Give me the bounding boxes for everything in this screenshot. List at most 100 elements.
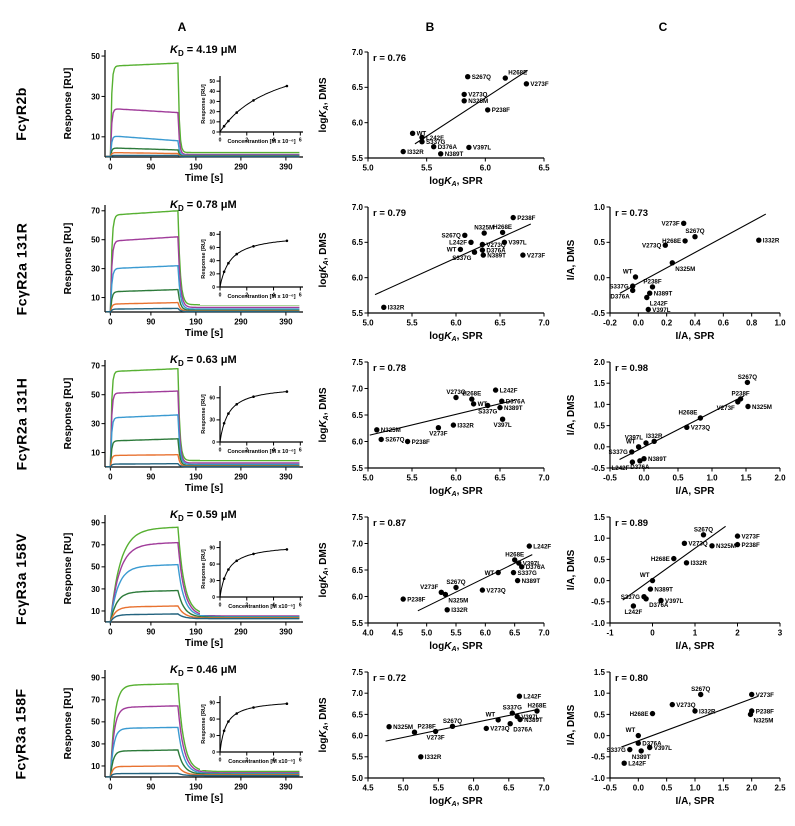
data-point-N389T [438, 151, 444, 157]
point-label: D376A [610, 293, 630, 300]
sensorgram-chart: 0 90 190 290 390 10 30 50 70 90 Time [s] Response [… [58, 664, 310, 819]
data-point-N389T [517, 716, 523, 723]
x-tick-label: 0.0 [638, 474, 650, 483]
y-tick-label: 30 [209, 418, 215, 424]
binding-curve-point [222, 270, 226, 274]
x-tick-label: 2 [245, 448, 248, 454]
point-label: WT [626, 727, 636, 734]
x-tick-label: 5.5 [406, 474, 418, 483]
y-axis-title: Response [RU] [201, 84, 207, 124]
data-point-V273F [735, 399, 741, 405]
y-tick-label: 0 [212, 595, 215, 601]
x-tick-label: 0.0 [633, 784, 645, 793]
sensorgram-series-1 [105, 368, 300, 468]
row-label: FcγR3a 158F [2, 664, 40, 804]
panel-a-sensorgram: 0 90 190 290 390 10 30 50 Time [s] Response [RU] … [58, 44, 310, 199]
y-axis-title: I/A, DMS [566, 704, 577, 745]
point-label: V273Q [642, 243, 661, 250]
binding-curve-inset: 0 2 4 6 0 20 40 60 80 Concentrantion [M x 10⁻⁶] Re… [200, 227, 308, 305]
binding-curve-point [227, 412, 230, 415]
sensorgram-series-1 [105, 62, 300, 158]
point-label: V273F [742, 533, 760, 540]
point-label: S337G [621, 594, 640, 601]
point-label: S267Q [446, 579, 465, 586]
point-label: V273F [426, 734, 444, 741]
point-label: V273Q [691, 425, 710, 432]
data-point-S267Q [465, 74, 471, 80]
x-tick-label: -0.5 [603, 784, 617, 793]
point-label: P238F [643, 278, 661, 285]
data-point-V273Q [453, 394, 459, 401]
data-point-I332R [651, 438, 657, 444]
binding-curve-point [285, 84, 289, 88]
point-label: N389T [487, 252, 506, 259]
point-label: S267Q [685, 228, 704, 235]
correlation-label: r = 0.73 [615, 208, 648, 219]
x-tick-label: 0.0 [633, 319, 645, 328]
binding-curve-point [227, 119, 230, 123]
y-tick-label: 0 [212, 750, 215, 756]
panel-header-b: B [425, 20, 435, 34]
panel-a-sensorgram: 0 90 190 290 390 10 30 50 70 90 Time [s] Response [… [58, 664, 310, 819]
point-label: S267Q [472, 74, 491, 81]
y-axis-title: Response [RU] [201, 704, 207, 744]
y-tick-label: 90 [209, 700, 215, 706]
x-axis-title: logKA, SPR [429, 176, 483, 188]
x-tick-label: 1.0 [689, 784, 701, 793]
data-point-WT [495, 569, 501, 576]
receptor-name: FcγR2a 131H [13, 377, 30, 471]
data-point-I332R [418, 754, 424, 760]
y-axis-title: Response [RU] [63, 688, 74, 760]
point-label: S267Q [691, 686, 710, 693]
y-tick-label: 10 [91, 607, 100, 616]
point-label: H268E [493, 224, 512, 231]
data-point-H268E [534, 708, 540, 714]
point-label: V273F [756, 692, 774, 699]
x-tick-label: 1.0 [774, 319, 786, 328]
y-axis-title: I/A, DMS [566, 239, 577, 280]
fit-line [417, 554, 533, 612]
data-point-P238F [510, 214, 516, 221]
fit-line [621, 696, 758, 748]
point-label: I332R [763, 238, 780, 245]
y-tick-label: 1.5 [594, 668, 606, 677]
point-label: N389T [654, 291, 673, 298]
y-tick-label: 30 [91, 420, 100, 429]
x-tick-label: 0 [650, 629, 655, 638]
y-tick-label: 70 [91, 541, 100, 550]
data-point-N325M [442, 591, 449, 598]
x-tick-label: 4 [272, 448, 275, 454]
sensorgram-series-3 [105, 563, 300, 623]
point-label: V273F [420, 584, 438, 591]
x-tick-label: 2.5 [774, 784, 786, 793]
data-point-N325M [669, 260, 675, 266]
sensorgram-series-6 [105, 307, 300, 315]
y-tick-label: 7.0 [352, 689, 364, 698]
data-point-WT [457, 246, 464, 253]
sensorgram-series-3 [105, 264, 300, 313]
x-tick-label: 6.5 [538, 164, 550, 173]
point-label: N325M [752, 404, 772, 411]
y-tick-label: 70 [91, 362, 100, 371]
data-point-WT [409, 130, 416, 136]
binding-curve-point [285, 239, 289, 243]
point-label: D376A [513, 727, 533, 734]
binding-curve-point [227, 720, 230, 723]
data-point-V397L [501, 239, 508, 245]
x-axis-title: Concentrantion [M x10⁻⁶] [228, 759, 295, 765]
data-point-D376A [630, 287, 636, 294]
point-label: N389T [648, 456, 667, 463]
x-tick-label: 390 [279, 318, 293, 327]
x-tick-label: 1.5 [718, 784, 730, 793]
binding-curve-point [252, 552, 255, 556]
y-tick-label: 50 [91, 52, 100, 61]
data-point-S337G [419, 139, 425, 145]
point-label: I332R [388, 305, 405, 312]
data-point-S267Q [700, 532, 707, 538]
x-tick-label: 90 [146, 783, 155, 792]
binding-curve-point [252, 245, 255, 248]
correlation-label: r = 0.98 [615, 363, 648, 374]
x-tick-label: 5.0 [362, 474, 374, 483]
data-point-N325M [461, 98, 467, 104]
